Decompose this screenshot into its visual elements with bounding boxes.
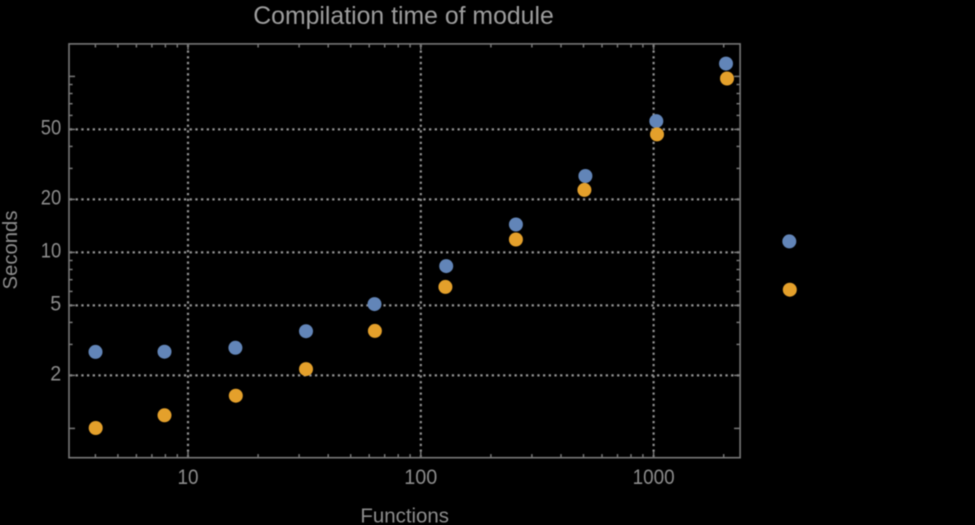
svg-text:10: 10 <box>41 239 62 263</box>
svg-text:100: 100 <box>404 465 437 489</box>
svg-text:Seconds: Seconds <box>0 211 22 290</box>
svg-text:10: 10 <box>178 465 199 489</box>
svg-text:1000: 1000 <box>633 465 675 489</box>
svg-text:20: 20 <box>41 186 62 210</box>
svg-text:5: 5 <box>50 292 61 316</box>
svg-text:Compilation time of module: Compilation time of module <box>253 2 554 30</box>
svg-text:2: 2 <box>50 362 61 386</box>
svg-text:Functions: Functions <box>360 506 449 525</box>
svg-text:50: 50 <box>41 116 62 140</box>
